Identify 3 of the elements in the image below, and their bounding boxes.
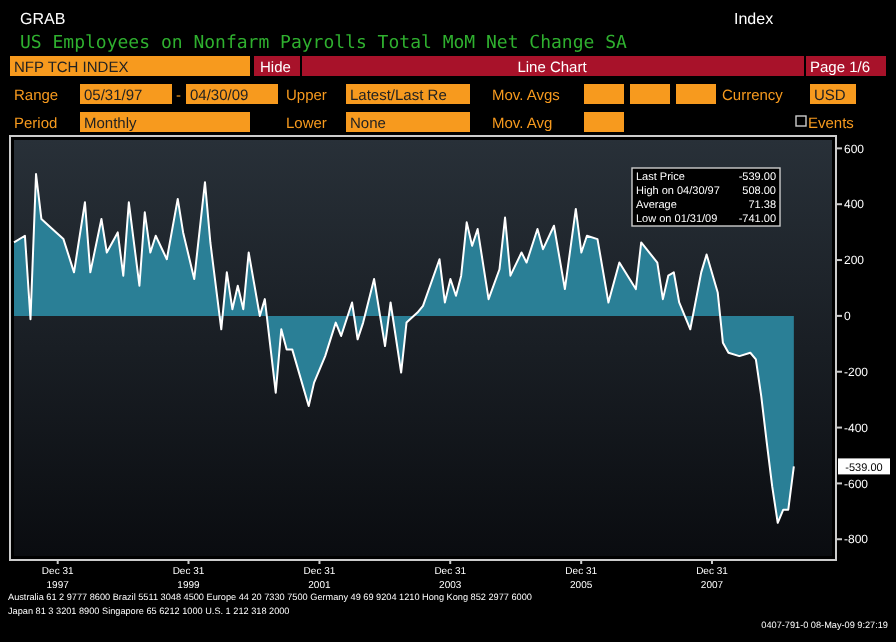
text: Index xyxy=(734,10,774,28)
text: GRAB xyxy=(20,10,66,28)
chart-title: US Employees on Nonfarm Payrolls Total MoM Net Change SA xyxy=(20,34,629,54)
